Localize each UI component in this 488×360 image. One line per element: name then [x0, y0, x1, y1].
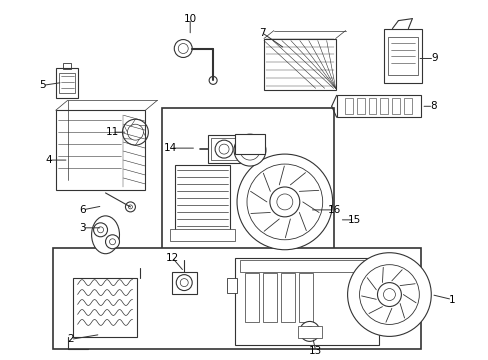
Bar: [53, 248, 421, 349]
Text: 12: 12: [165, 253, 179, 263]
Circle shape: [234, 134, 265, 166]
Text: 13: 13: [308, 346, 322, 356]
Bar: [235, 134, 264, 154]
Bar: [240, 260, 374, 272]
Circle shape: [299, 321, 319, 341]
Circle shape: [347, 253, 430, 336]
Text: 5: 5: [40, 80, 46, 90]
Bar: [175, 165, 229, 237]
Circle shape: [105, 235, 119, 249]
Bar: [356, 98, 364, 114]
Bar: [56, 110, 145, 190]
Bar: [59, 73, 75, 93]
Circle shape: [237, 154, 332, 250]
Circle shape: [269, 187, 299, 217]
Text: 7: 7: [258, 28, 264, 37]
Bar: [170, 229, 235, 241]
Bar: [298, 273, 312, 323]
Bar: [280, 273, 294, 323]
Text: 11: 11: [106, 127, 119, 137]
Circle shape: [377, 283, 401, 306]
Bar: [263, 273, 276, 323]
Text: 16: 16: [327, 205, 341, 215]
Text: 4: 4: [45, 155, 52, 165]
Text: 6: 6: [79, 205, 86, 215]
Text: 15: 15: [347, 215, 361, 225]
Bar: [377, 278, 386, 293]
Circle shape: [93, 223, 107, 237]
Ellipse shape: [91, 216, 119, 254]
Bar: [73, 278, 137, 337]
Bar: [208, 135, 240, 163]
Text: 1: 1: [448, 294, 455, 305]
Bar: [162, 108, 333, 256]
Bar: [387, 37, 417, 75]
Bar: [244, 273, 259, 323]
Bar: [392, 98, 400, 114]
Bar: [297, 327, 321, 338]
Bar: [264, 39, 335, 90]
Text: 10: 10: [183, 14, 196, 24]
Bar: [384, 28, 422, 84]
Text: 3: 3: [79, 223, 86, 233]
Text: 2: 2: [67, 334, 74, 345]
Bar: [56, 68, 78, 98]
Text: 14: 14: [163, 143, 177, 153]
Bar: [344, 98, 352, 114]
Bar: [226, 278, 237, 293]
Circle shape: [176, 275, 192, 291]
Bar: [404, 98, 411, 114]
Bar: [172, 272, 197, 293]
Bar: [211, 138, 237, 160]
Bar: [235, 258, 379, 345]
Bar: [380, 98, 387, 114]
Text: 9: 9: [430, 54, 437, 63]
Text: 8: 8: [429, 101, 436, 111]
Bar: [368, 98, 376, 114]
Bar: [62, 63, 71, 69]
Bar: [336, 95, 421, 117]
